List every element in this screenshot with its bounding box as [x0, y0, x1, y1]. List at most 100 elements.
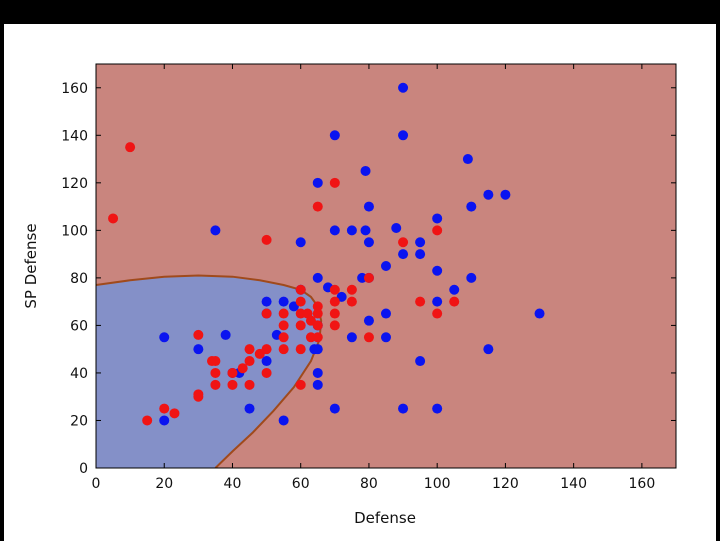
series-1-point — [500, 189, 511, 200]
series-2-point — [278, 344, 289, 355]
series-1-point — [295, 237, 306, 248]
series-1-point — [312, 272, 323, 283]
series-2-point — [261, 234, 272, 245]
series-1-point — [415, 249, 426, 260]
top-letterbox-band — [0, 0, 720, 24]
series-1-point — [159, 332, 170, 343]
series-2-point — [193, 391, 204, 402]
right-letterbox-band — [716, 0, 720, 541]
series-2-point — [261, 308, 272, 319]
series-1-point — [159, 415, 170, 426]
x-tick-label: 60 — [292, 476, 310, 492]
series-1-point — [278, 415, 289, 426]
series-1-point — [210, 225, 221, 236]
series-1-point — [381, 261, 391, 271]
plot-frame — [95, 63, 677, 469]
x-tick-label: 120 — [492, 476, 519, 492]
series-2-point — [261, 344, 272, 355]
series-1-point — [329, 403, 340, 414]
series-2-point — [329, 177, 340, 188]
series-1-point — [398, 249, 409, 260]
y-tick-label: 0 — [79, 461, 88, 477]
series-2-point — [159, 403, 170, 414]
series-2-point — [346, 296, 357, 307]
series-2-point — [210, 356, 221, 367]
series-2-point — [312, 308, 323, 319]
series-1-point — [312, 367, 323, 378]
series-2-point — [363, 332, 374, 343]
series-1-point — [449, 284, 460, 295]
series-1-point — [363, 315, 374, 326]
series-2-point — [210, 379, 221, 390]
series-1-point — [432, 296, 443, 307]
series-1-point — [381, 332, 391, 343]
series-2-point — [108, 213, 119, 224]
series-2-point — [329, 308, 340, 319]
series-2-point — [415, 296, 426, 307]
series-1-point — [462, 154, 473, 165]
series-2-point — [193, 329, 204, 340]
y-tick-label: 20 — [70, 413, 88, 429]
series-1-point — [466, 201, 477, 212]
series-2-point — [295, 379, 306, 390]
series-1-point — [312, 177, 323, 188]
series-1-point — [360, 165, 371, 176]
series-1-point — [346, 332, 357, 343]
series-2-point — [169, 408, 180, 419]
series-2-point — [261, 367, 272, 378]
series-1-point — [312, 344, 323, 355]
series-2-point — [329, 284, 340, 295]
series-1-point — [363, 237, 374, 248]
x-tick-label: 40 — [224, 476, 242, 492]
series-1-point — [261, 356, 272, 367]
series-1-point — [381, 308, 391, 319]
series-1-point — [415, 356, 426, 367]
series-2-point — [210, 367, 221, 378]
x-axis-ticks: 0 20 40 60 80 100 120 140 160 — [92, 64, 656, 492]
y-tick-label: 120 — [61, 176, 88, 192]
x-tick-label: 140 — [560, 476, 587, 492]
series-1-point — [466, 272, 477, 283]
series-1-point — [363, 201, 374, 212]
y-tick-label: 40 — [70, 366, 88, 382]
series-2-point — [227, 367, 238, 378]
series-2-point — [295, 320, 306, 331]
series-1-point — [398, 82, 409, 93]
series-2-point — [244, 344, 255, 355]
series-2-point — [295, 296, 306, 307]
x-tick-label: 160 — [629, 476, 656, 492]
series-1-point — [398, 403, 409, 414]
series-2-point — [312, 201, 323, 212]
series-1-point — [398, 130, 409, 141]
series-1-point — [312, 379, 323, 390]
series-2-point — [227, 379, 238, 390]
y-axis-ticks: 0 20 40 60 80 100 120 140 160 — [61, 81, 676, 477]
series-1-point — [278, 296, 289, 307]
y-tick-label: 140 — [61, 128, 88, 144]
x-tick-label: 100 — [424, 476, 451, 492]
x-tick-label: 0 — [92, 476, 101, 492]
series-1-point — [360, 225, 371, 236]
series-1-point — [329, 130, 340, 141]
y-tick-label: 60 — [70, 318, 88, 334]
x-tick-label: 20 — [155, 476, 173, 492]
series-2-point — [278, 332, 289, 343]
series-2-point — [346, 284, 357, 295]
series-2-point — [312, 332, 323, 343]
decision-boundary-line — [96, 274, 323, 468]
series-2-point — [142, 415, 153, 426]
series-2-point — [278, 308, 289, 319]
series-2-point — [237, 363, 248, 374]
series-1-point — [220, 329, 231, 340]
series-2-point — [278, 320, 289, 331]
left-letterbox-band — [0, 0, 4, 541]
series-2-point — [329, 320, 340, 331]
x-axis-label: Defense — [354, 509, 416, 527]
x-tick-label: 80 — [360, 476, 378, 492]
series-1-point — [432, 403, 443, 414]
y-axis-label: SP Defense — [22, 223, 40, 308]
series-2-point — [432, 225, 443, 236]
series-2-point — [312, 301, 323, 312]
